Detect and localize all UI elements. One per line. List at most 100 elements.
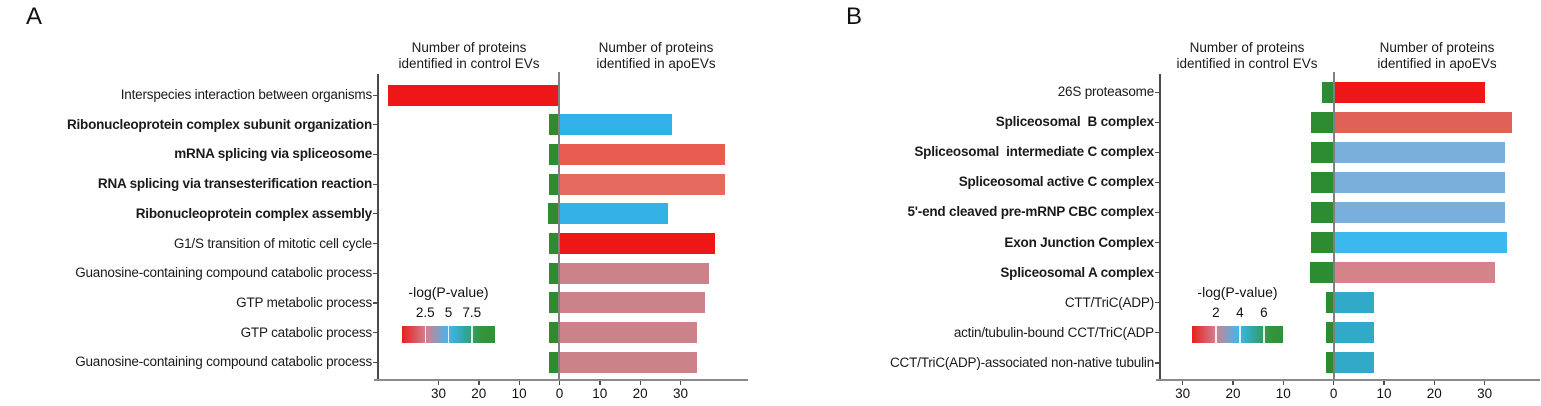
y-tick-mark-a (373, 272, 377, 274)
category-label-a: RNA splicing via transesterification rea… (97, 176, 372, 192)
bar-control-b (1326, 352, 1334, 374)
category-label-a: Guanosine-containing compound catabolic … (75, 265, 372, 281)
category-label-a: GTP metabolic process (236, 294, 372, 310)
y-tick-mark-a (373, 361, 377, 363)
y-tick-mark-a (373, 124, 377, 126)
x-tick-label-a: 20 (471, 386, 487, 401)
bar-apo-a (559, 351, 697, 373)
y-tick-mark-a (373, 183, 377, 185)
y-tick-mark-b (1155, 211, 1159, 214)
x-tick-label-b: 10 (1275, 386, 1291, 401)
x-tick-label-b: 10 (1376, 386, 1392, 401)
category-label-b: Spliceosomal intermediate C complex (914, 144, 1154, 160)
x-axis-line-b (1156, 379, 1540, 381)
x-tick-mark-b (1333, 381, 1335, 385)
bar-control-a (548, 262, 560, 284)
legend-gradient-bar-b (1192, 326, 1283, 343)
panel-b-letter: B (846, 3, 863, 30)
header-control-evs-a: Number of proteins identified in control… (359, 40, 579, 72)
header-apoevs-b: Number of proteins identified in apoEVs (1327, 40, 1541, 72)
header-line: Number of proteins (1379, 40, 1495, 55)
legend-tick-label-b: 6 (1260, 305, 1268, 320)
legend-tick-label-a: 2.5 (415, 305, 435, 320)
y-tick-mark-b (1155, 332, 1159, 334)
x-tick-mark-b (1484, 381, 1486, 385)
bar-apo-b (1333, 201, 1505, 223)
bar-apo-b (1333, 262, 1495, 284)
bar-apo-b (1333, 141, 1505, 163)
y-tick-mark-a (373, 94, 377, 96)
y-tick-mark-b (1155, 181, 1159, 183)
header-line: Number of proteins (411, 40, 527, 55)
category-label-a: Ribonucleoprotein complex assembly (135, 205, 372, 221)
category-label-b: 5'-end cleaved pre-mRNP CBC complex (907, 204, 1154, 220)
bar-control-a (548, 351, 560, 373)
category-label-b: Exon Junction Complex (1004, 234, 1154, 250)
bar-apo-a (559, 114, 673, 136)
legend-tick-label-b: 2 (1212, 305, 1220, 320)
legend-tick-label-a: 7.5 (462, 305, 482, 320)
category-label-b: CCT/TriC(ADP)-associated non-native tubu… (890, 354, 1154, 370)
bar-control-a (548, 114, 560, 136)
bar-apo-a (559, 203, 669, 225)
bar-control-a (548, 233, 560, 254)
header-line: identified in apoEVs (596, 56, 716, 71)
zero-line-b (1332, 72, 1335, 379)
bar-apo-b (1333, 352, 1374, 374)
header-line: identified in apoEVs (1377, 56, 1497, 71)
category-label-b: 26S proteasome (1057, 84, 1154, 99)
x-tick-label-b: 20 (1426, 386, 1442, 401)
legend-tick-mark-b (1263, 326, 1265, 343)
bar-apo-b (1333, 232, 1508, 253)
header-line: identified in control EVs (398, 56, 540, 71)
x-tick-mark-a (558, 381, 561, 385)
category-label-a: G1/S transition of mitotic cell cycle (173, 235, 372, 251)
x-tick-mark-b (1182, 381, 1184, 385)
bar-apo-b (1333, 81, 1485, 103)
category-label-a: mRNA splicing via spliceosome (174, 146, 372, 162)
bar-control-b (1309, 262, 1334, 284)
category-label-b: actin/tubulin-bound CCT/TriC(ADP (953, 324, 1154, 340)
header-line: identified in control EVs (1176, 56, 1318, 71)
x-tick-label-a: 20 (632, 386, 648, 401)
x-tick-mark-a (518, 381, 520, 385)
x-tick-label-a: 0 (555, 386, 564, 401)
bar-control-a (548, 143, 560, 165)
x-tick-mark-b (1232, 381, 1234, 385)
category-label-b: Spliceosomal active C complex (958, 174, 1154, 190)
y-tick-mark-b (1155, 302, 1159, 304)
header-apoevs-a: Number of proteins identified in apoEVs (546, 40, 766, 72)
bar-control-b (1321, 81, 1334, 103)
bar-apo-b (1333, 111, 1513, 133)
y-tick-mark-a (373, 332, 377, 334)
legend-tick-mark-a (447, 326, 450, 343)
header-line: Number of proteins (1189, 40, 1305, 55)
x-tick-mark-a (639, 381, 641, 385)
y-tick-mark-b (1155, 242, 1159, 244)
bar-control-a (548, 292, 560, 314)
bar-control-b (1310, 111, 1334, 133)
legend-tick-label-b: 4 (1236, 305, 1244, 320)
bar-control-b (1310, 201, 1334, 223)
category-label-b: CTT/TriC(ADP) (1064, 294, 1154, 310)
category-label-a: Guanosine-containing compound catabolic … (75, 354, 372, 370)
y-axis-line-a (377, 74, 379, 379)
bar-apo-a (559, 322, 697, 344)
bar-control-b (1310, 232, 1334, 253)
x-tick-mark-a (679, 381, 682, 385)
x-tick-mark-b (1433, 381, 1435, 385)
x-tick-label-b: 30 (1175, 386, 1191, 401)
y-axis-line-b (1159, 74, 1161, 379)
category-label-a: Ribonucleoprotein complex subunit organi… (66, 116, 372, 132)
bar-control-b (1310, 141, 1334, 163)
category-label-b: Spliceosomal A complex (1000, 264, 1154, 280)
legend-tick-label-a: 5 (444, 305, 453, 320)
category-label-a: Interspecies interaction between organis… (120, 87, 372, 102)
bar-control-b (1310, 171, 1334, 193)
panel-a-letter: A (26, 3, 43, 30)
legend-title-b: -log(P-value) (1197, 284, 1278, 300)
bar-apo-a (559, 143, 725, 165)
x-tick-mark-b (1383, 381, 1385, 385)
y-tick-mark-b (1155, 91, 1159, 93)
bar-control-a (547, 203, 560, 225)
